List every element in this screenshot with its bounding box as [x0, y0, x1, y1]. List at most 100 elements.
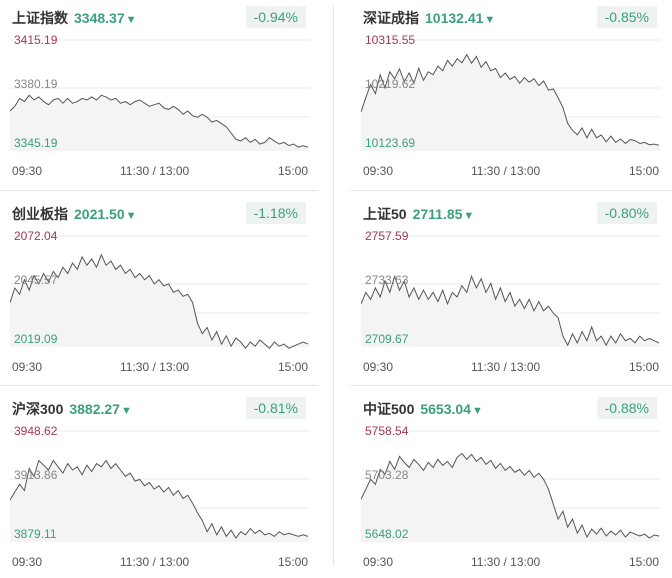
chart-high-label: 2757.59 — [365, 229, 409, 243]
index-price: 2021.50 — [74, 206, 125, 222]
price-area — [361, 453, 659, 541]
change-percent-badge: -0.80% — [596, 202, 657, 224]
down-arrow-icon: ▼ — [463, 210, 475, 222]
price-line — [361, 53, 660, 146]
time-close: 15:00 — [628, 164, 659, 178]
chart-high-label: 2072.04 — [14, 229, 58, 243]
intraday-chart[interactable]: 2757.59 2733.63 2709.67 — [361, 226, 661, 356]
price-line — [10, 94, 309, 148]
chart-high-label: 5758.54 — [365, 424, 409, 438]
time-close: 15:00 — [628, 555, 659, 569]
change-percent-badge: -0.81% — [245, 397, 306, 419]
time-open: 09:30 — [12, 555, 43, 569]
chart-low-label: 2019.09 — [14, 332, 58, 346]
price-line — [361, 452, 660, 539]
intraday-chart[interactable]: 2072.04 2045.57 2019.09 — [10, 226, 310, 356]
intraday-chart[interactable]: 3415.19 3380.19 3345.19 — [10, 30, 310, 160]
index-card-csi-500[interactable]: 中证500 5653.04▼ -0.88% 5758.54 5703.28 564… — [361, 391, 661, 575]
price-area — [361, 54, 659, 150]
chart-reference-label: 2045.57 — [14, 273, 58, 287]
change-percent-badge: -0.94% — [245, 6, 306, 28]
index-card-csi-300[interactable]: 沪深300 3882.27▼ -0.81% 3948.62 3913.86 387… — [10, 391, 310, 575]
chart-reference-label: 10219.62 — [365, 77, 416, 91]
time-axis: 09:30 11:30 / 13:00 15:00 — [361, 164, 661, 180]
down-arrow-icon: ▼ — [120, 405, 132, 417]
time-axis: 09:30 11:30 / 13:00 15:00 — [10, 164, 310, 180]
index-name: 上证50 — [363, 206, 407, 222]
time-axis: 09:30 11:30 / 13:00 15:00 — [10, 555, 310, 571]
index-header: 中证500 5653.04▼ -0.88% — [361, 397, 661, 419]
index-header: 上证指数 3348.37▼ -0.94% — [10, 6, 310, 28]
chart-low-label: 5648.02 — [365, 527, 409, 541]
time-open: 09:30 — [363, 555, 394, 569]
time-close: 15:00 — [277, 360, 308, 374]
row-divider — [0, 190, 318, 191]
index-card-shenzhen-component[interactable]: 深证成指 10132.41▼ -0.85% 10315.55 10219.62 1… — [361, 0, 661, 184]
price-line — [10, 253, 309, 350]
time-midday: 11:30 / 13:00 — [471, 555, 541, 569]
chart-reference-label: 3380.19 — [14, 77, 58, 91]
index-card-shanghai-composite[interactable]: 上证指数 3348.37▼ -0.94% 3415.19 3380.19 3345… — [10, 0, 310, 184]
time-open: 09:30 — [12, 360, 43, 374]
time-open: 09:30 — [12, 164, 43, 178]
row-divider — [350, 385, 672, 386]
chart-high-label: 10315.55 — [365, 33, 416, 47]
time-midday: 11:30 / 13:00 — [120, 164, 190, 178]
down-arrow-icon: ▼ — [484, 14, 496, 26]
price-area — [361, 276, 659, 346]
column-divider — [333, 6, 334, 566]
time-midday: 11:30 / 13:00 — [120, 555, 190, 569]
index-price: 5653.04 — [420, 401, 471, 417]
time-close: 15:00 — [277, 164, 308, 178]
index-price: 2711.85 — [412, 206, 463, 222]
change-percent-badge: -1.18% — [245, 202, 306, 224]
time-axis: 09:30 11:30 / 13:00 15:00 — [361, 360, 661, 376]
chart-high-label: 3948.62 — [14, 424, 58, 438]
price-area — [10, 254, 308, 349]
down-arrow-icon: ▼ — [125, 14, 137, 26]
change-percent-badge: -0.85% — [596, 6, 657, 28]
index-card-chinext[interactable]: 创业板指 2021.50▼ -1.18% 2072.04 2045.57 2019… — [10, 196, 310, 380]
price-area — [10, 460, 308, 541]
chart-low-label: 3879.11 — [14, 527, 57, 541]
price-line — [10, 459, 309, 539]
intraday-chart[interactable]: 5758.54 5703.28 5648.02 — [361, 421, 661, 551]
chart-reference-label: 3913.86 — [14, 468, 58, 482]
index-name: 创业板指 — [12, 206, 68, 222]
chart-high-label: 3415.19 — [14, 33, 58, 47]
chart-low-label: 10123.69 — [365, 136, 416, 150]
index-card-sse-50[interactable]: 上证50 2711.85▼ -0.80% 2757.59 2733.63 2709… — [361, 196, 661, 380]
index-name: 中证500 — [363, 401, 415, 417]
intraday-chart[interactable]: 10315.55 10219.62 10123.69 — [361, 30, 661, 160]
index-price: 3348.37 — [74, 10, 125, 26]
chart-reference-label: 2733.63 — [365, 273, 409, 287]
chart-low-label: 3345.19 — [14, 136, 58, 150]
time-midday: 11:30 / 13:00 — [471, 164, 541, 178]
down-arrow-icon: ▼ — [125, 210, 137, 222]
time-open: 09:30 — [363, 360, 394, 374]
down-arrow-icon: ▼ — [471, 405, 483, 417]
row-divider — [0, 385, 318, 386]
time-open: 09:30 — [363, 164, 394, 178]
index-name: 上证指数 — [12, 10, 68, 26]
time-axis: 09:30 11:30 / 13:00 15:00 — [10, 360, 310, 376]
index-price: 3882.27 — [69, 401, 120, 417]
time-close: 15:00 — [628, 360, 659, 374]
row-divider — [350, 190, 672, 191]
index-header: 深证成指 10132.41▼ -0.85% — [361, 6, 661, 28]
index-price: 10132.41 — [425, 10, 484, 26]
index-header: 沪深300 3882.27▼ -0.81% — [10, 397, 310, 419]
chart-reference-label: 5703.28 — [365, 468, 409, 482]
price-line — [361, 274, 660, 347]
intraday-chart[interactable]: 3948.62 3913.86 3879.11 — [10, 421, 310, 551]
index-header: 创业板指 2021.50▼ -1.18% — [10, 202, 310, 224]
time-axis: 09:30 11:30 / 13:00 15:00 — [361, 555, 661, 571]
index-name: 深证成指 — [363, 10, 419, 26]
time-midday: 11:30 / 13:00 — [120, 360, 190, 374]
time-close: 15:00 — [277, 555, 308, 569]
index-name: 沪深300 — [12, 401, 64, 417]
change-percent-badge: -0.88% — [596, 397, 657, 419]
index-header: 上证50 2711.85▼ -0.80% — [361, 202, 661, 224]
time-midday: 11:30 / 13:00 — [471, 360, 541, 374]
chart-low-label: 2709.67 — [365, 332, 409, 346]
